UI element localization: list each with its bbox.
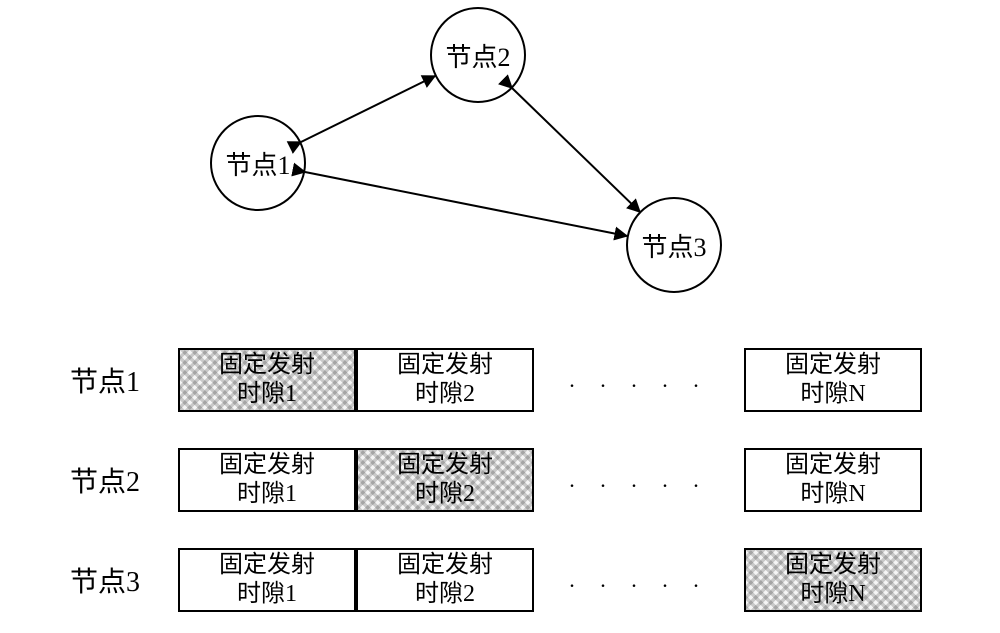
timeline-row-2-label: 节点2 [70, 460, 160, 500]
edge-2-3 [512, 88, 640, 212]
slot-line-2: 时隙1 [237, 480, 297, 509]
timeline-row-1-slot-n: 固定发射 时隙N [744, 348, 922, 412]
timeline-row-3-label: 节点3 [70, 560, 160, 600]
graph-node-2: 节点2 [430, 7, 526, 103]
edge-1-3 [305, 172, 627, 236]
timeline-row-3: 节点3 固定发射 时隙1 固定发射 时隙2 . . . . . 固定发射 时隙N [70, 548, 922, 612]
edge-1-2 [301, 76, 435, 142]
timeline-row-3-dots: . . . . . [534, 567, 744, 593]
slot-line-2: 时隙N [800, 380, 865, 409]
timeline-row-2-slot-2: 固定发射 时隙2 [356, 448, 534, 512]
timeline-row-3-slot-2: 固定发射 时隙2 [356, 548, 534, 612]
slot-line-1: 固定发射 [785, 451, 881, 480]
slot-line-2: 时隙2 [415, 380, 475, 409]
slot-line-2: 时隙1 [237, 580, 297, 609]
timeline-row-2-slot-1: 固定发射 时隙1 [178, 448, 356, 512]
timeline-row-3-slot-1: 固定发射 时隙1 [178, 548, 356, 612]
slot-line-2: 时隙2 [415, 480, 475, 509]
timeline-row-1-label: 节点1 [70, 360, 160, 400]
slot-line-2: 时隙2 [415, 580, 475, 609]
slot-line-1: 固定发射 [219, 351, 315, 380]
slot-line-1: 固定发射 [397, 351, 493, 380]
timeline-row-3-slot-n: 固定发射 时隙N [744, 548, 922, 612]
slot-line-1: 固定发射 [397, 451, 493, 480]
timeline-row-2-slot-n: 固定发射 时隙N [744, 448, 922, 512]
slot-line-1: 固定发射 [219, 551, 315, 580]
slot-line-1: 固定发射 [397, 551, 493, 580]
slot-line-2: 时隙1 [237, 380, 297, 409]
slot-line-1: 固定发射 [785, 551, 881, 580]
timeline-row-1-slot-1: 固定发射 时隙1 [178, 348, 356, 412]
graph-node-2-label: 节点2 [445, 37, 510, 74]
timeline-row-1-dots: . . . . . [534, 367, 744, 393]
graph-node-3-label: 节点3 [641, 227, 706, 264]
slot-line-2: 时隙N [800, 580, 865, 609]
timeline-row-1-slot-2: 固定发射 时隙2 [356, 348, 534, 412]
slot-line-1: 固定发射 [785, 351, 881, 380]
timeline-row-2: 节点2 固定发射 时隙1 固定发射 时隙2 . . . . . 固定发射 时隙N [70, 448, 922, 512]
graph-node-1: 节点1 [210, 115, 306, 211]
timeline-row-2-dots: . . . . . [534, 467, 744, 493]
slot-line-1: 固定发射 [219, 451, 315, 480]
slot-line-2: 时隙N [800, 480, 865, 509]
timeline-row-1: 节点1 固定发射 时隙1 固定发射 时隙2 . . . . . 固定发射 时隙N [70, 348, 922, 412]
graph-node-3: 节点3 [626, 197, 722, 293]
diagram-canvas: 节点1 节点2 节点3 节点1 固定发射 时隙1 固定发射 [0, 0, 1000, 633]
graph-node-1-label: 节点1 [225, 145, 290, 182]
